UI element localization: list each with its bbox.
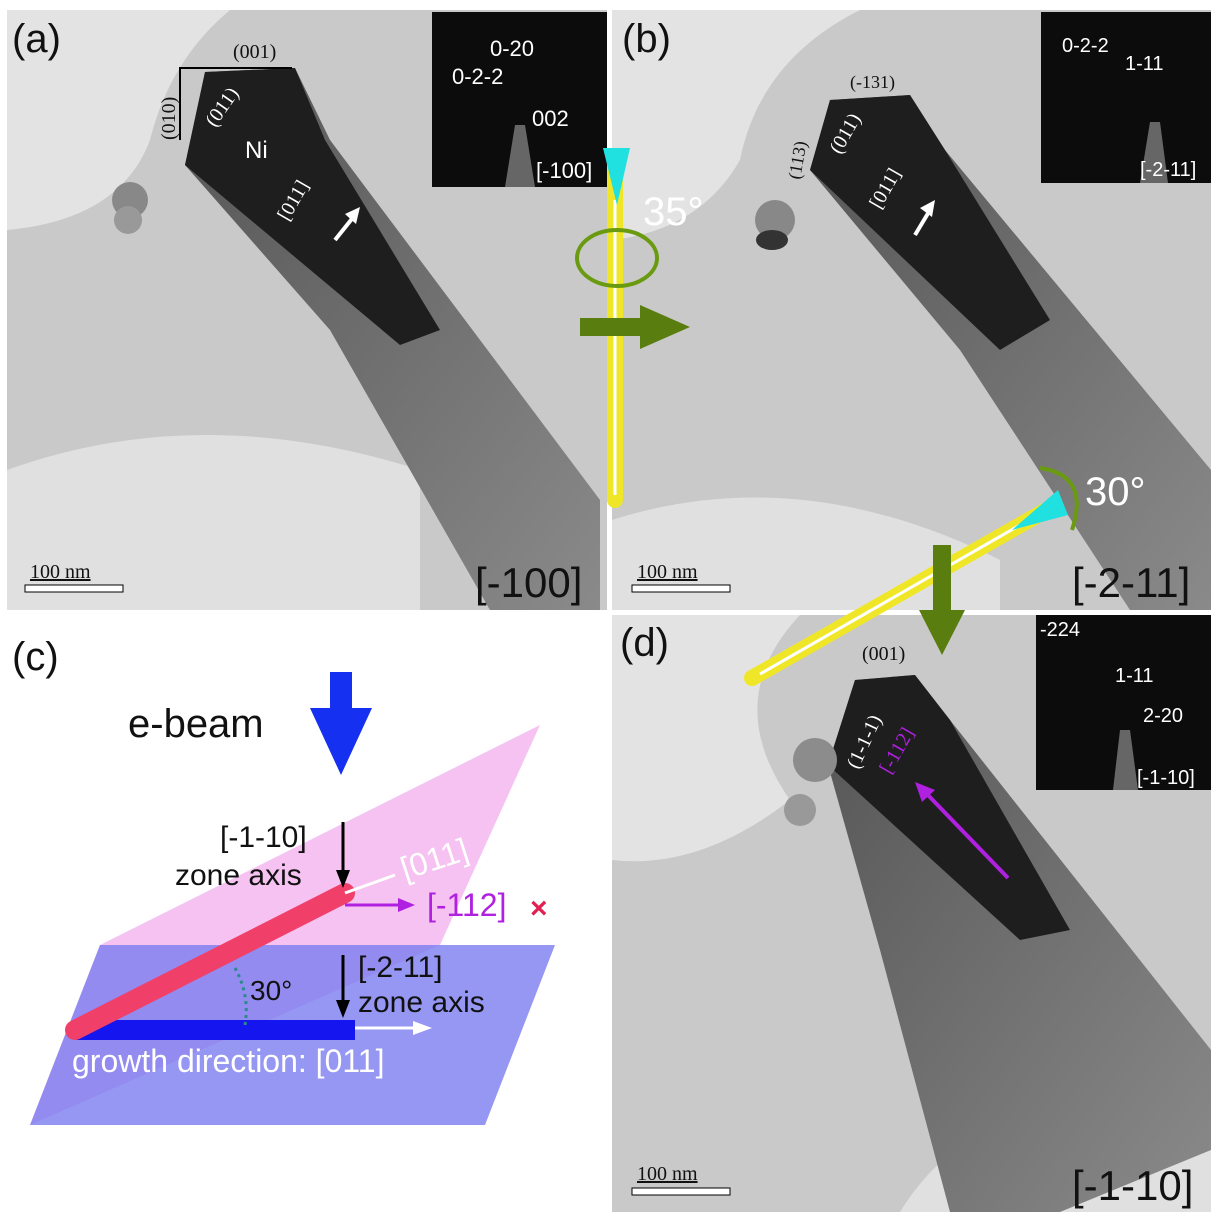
rotation-label: 35° bbox=[643, 190, 704, 234]
dir-arrow bbox=[344, 873, 396, 895]
carbon-film bbox=[7, 435, 420, 610]
growth-arrow bbox=[923, 790, 1010, 880]
scale-bar bbox=[631, 584, 731, 593]
carbon-film bbox=[612, 497, 1000, 610]
arrowhead bbox=[336, 870, 350, 888]
carbon-film bbox=[7, 10, 230, 230]
transition-arrow bbox=[580, 305, 690, 349]
panel-label: (b) bbox=[622, 17, 671, 61]
saed-label: 0-2-2 bbox=[452, 64, 503, 89]
zone-label: [-100] bbox=[475, 559, 582, 606]
panel-a bbox=[7, 10, 607, 610]
saed-label: [-100] bbox=[536, 158, 592, 183]
particle bbox=[114, 206, 142, 234]
arrowhead bbox=[915, 782, 935, 802]
arrowhead bbox=[398, 898, 415, 912]
red-rod bbox=[65, 883, 355, 1040]
rod-core bbox=[759, 523, 1021, 676]
rotation-label: 30° bbox=[1085, 470, 1146, 514]
beam-stop bbox=[1113, 730, 1138, 790]
rotation-ring bbox=[1039, 466, 1079, 531]
rotation-b-d bbox=[744, 466, 1079, 686]
saed-label: [-1-10] bbox=[1137, 767, 1195, 789]
facet-label: (001) bbox=[862, 643, 905, 665]
ni-crystal bbox=[810, 95, 1050, 350]
panel-label: (d) bbox=[620, 621, 669, 665]
saed-label: 1-11 bbox=[1115, 665, 1154, 687]
cone bbox=[603, 148, 630, 205]
facet-label: (-131) bbox=[850, 72, 895, 93]
cone bbox=[1012, 490, 1068, 530]
saed-label: 002 bbox=[532, 106, 569, 131]
saed-label: 0-2-2 bbox=[1062, 35, 1109, 57]
saed-label: 2-20 bbox=[1143, 705, 1183, 727]
particle bbox=[793, 738, 837, 782]
zone-text: zone axis bbox=[358, 986, 485, 1019]
angle-arc bbox=[233, 967, 248, 1026]
arrowhead bbox=[345, 207, 360, 224]
transition-arrow bbox=[919, 545, 965, 655]
panel-label: (a) bbox=[12, 17, 61, 61]
scale-label: 100 nm bbox=[637, 1163, 698, 1185]
growth-arrow bbox=[913, 208, 932, 237]
facet-label: (010) bbox=[158, 97, 180, 140]
panel-d bbox=[612, 615, 1211, 1212]
ni-crystal bbox=[185, 68, 440, 345]
panel-b bbox=[612, 10, 1211, 610]
saed-label: -224 bbox=[1040, 619, 1080, 641]
arrowhead bbox=[920, 200, 935, 217]
scale-bar bbox=[24, 584, 124, 593]
beam-label: e-beam bbox=[128, 702, 264, 746]
panel-label: (c) bbox=[12, 635, 59, 679]
facet-lines bbox=[179, 67, 292, 140]
beam-stop bbox=[505, 125, 535, 187]
rotation-ring bbox=[575, 228, 659, 288]
ni-crystal bbox=[828, 675, 1070, 940]
zone-text: zone axis bbox=[175, 859, 302, 892]
facet-label: (001) bbox=[233, 41, 276, 63]
scale-bar bbox=[631, 1187, 731, 1196]
saed-label: 0-20 bbox=[490, 36, 534, 61]
direction-label: [-112] bbox=[427, 887, 506, 923]
carbon-film bbox=[612, 10, 860, 240]
beam-arrow bbox=[310, 672, 372, 775]
growth-label: growth direction: [011] bbox=[72, 1043, 384, 1079]
arrowhead bbox=[336, 1000, 350, 1018]
angle-label: 30° bbox=[250, 975, 292, 1006]
cross-mark: × bbox=[530, 892, 548, 925]
material-label: Ni bbox=[245, 137, 268, 164]
saed-label: 1-11 bbox=[1125, 53, 1164, 75]
panel-c bbox=[30, 672, 555, 1125]
arrowhead bbox=[413, 1021, 432, 1035]
particle bbox=[755, 200, 795, 240]
particle bbox=[784, 794, 816, 826]
saed-inset bbox=[1041, 12, 1211, 183]
beam-stop bbox=[1140, 122, 1168, 183]
scale-label: 100 nm bbox=[637, 561, 698, 583]
zone-label: [-2-11] bbox=[358, 951, 442, 984]
scale-label: 100 nm bbox=[30, 561, 91, 583]
zone-label: [-2-11] bbox=[1072, 559, 1190, 606]
rotation-a-b bbox=[575, 148, 690, 508]
saed-label: [-2-11] bbox=[1140, 159, 1196, 181]
zone-label: [-1-10] bbox=[1072, 1162, 1193, 1209]
particle bbox=[756, 230, 788, 250]
zone-label: [-1-10] bbox=[220, 821, 307, 854]
